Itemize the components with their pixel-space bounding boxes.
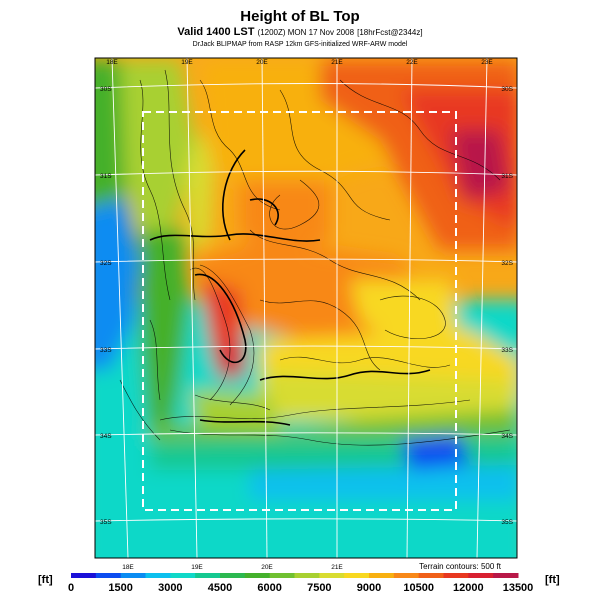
lat-labels-left: 30S 31S 32S 33S 34S 35S	[100, 86, 112, 526]
lon-labels-bottom: 18E 19E 20E 21E	[122, 564, 343, 571]
lon-label-top: 23E	[481, 59, 493, 66]
model-credit: DrJack BLIPMAP from RASP 12km GFS-initia…	[192, 41, 408, 48]
colorbar-segment	[319, 573, 345, 578]
lon-label-bottom: 21E	[331, 564, 343, 571]
colorbar-tick-label: 0	[68, 582, 74, 594]
colorbar-unit-left: [ft]	[38, 574, 53, 586]
lat-label-left: 30S	[100, 86, 112, 93]
lon-labels-top: 18E 19E 20E 21E 22E 23E	[106, 59, 493, 66]
valid-prefix: Valid 1400 LST	[177, 26, 255, 38]
colorbar-tick-label: 13500	[503, 582, 534, 594]
lat-label-right: 35S	[501, 519, 513, 526]
colorbar-segment	[220, 573, 246, 578]
colorbar-segment	[344, 573, 370, 578]
colorbar-segment	[493, 573, 519, 578]
colorbar-tick-label: 7500	[307, 582, 331, 594]
colorbar-segment	[170, 573, 196, 578]
forecast-run: [18hrFcst@2344z]	[357, 28, 423, 37]
lat-label-right: 30S	[501, 86, 513, 93]
colorbar-tick-label: 10500	[403, 582, 434, 594]
colorbar-tick-label: 6000	[257, 582, 281, 594]
lat-label-left: 33S	[100, 347, 112, 354]
colorbar-segment	[269, 573, 295, 578]
lat-labels-right: 30S 31S 32S 33S 34S 35S	[501, 86, 513, 526]
map-title: Height of BL Top	[240, 8, 360, 25]
lat-label-left: 34S	[100, 433, 112, 440]
colorbar-unit-right: [ft]	[545, 574, 560, 586]
lat-label-left: 35S	[100, 519, 112, 526]
colorbar-segment	[95, 573, 122, 578]
colorbar-segment	[294, 573, 320, 578]
terrain-contours	[119, 69, 511, 446]
color-field	[95, 58, 517, 558]
lat-label-left: 31S	[100, 173, 112, 180]
colorbar-tick-label: 4500	[208, 582, 232, 594]
colorbar-segment	[71, 573, 97, 578]
lat-lon-grid	[95, 58, 517, 558]
lon-label-top: 19E	[181, 59, 193, 66]
inner-domain-boundary	[142, 111, 457, 511]
lon-label-bottom: 18E	[122, 564, 134, 571]
colorbar-tick-labels: 0 1500 3000 4500 6000 7500 9000 10500 12000 13500	[68, 582, 533, 594]
colorbar-segment	[418, 573, 444, 578]
bl-contours	[149, 149, 431, 426]
lon-label-top: 21E	[331, 59, 343, 66]
colorbar-tick-label: 1500	[108, 582, 132, 594]
valid-utc-time: (1200Z) MON 17 Nov 2008	[257, 28, 355, 37]
lon-label-bottom: 19E	[191, 564, 203, 571]
colorbar-tick-label: 9000	[357, 582, 381, 594]
valid-time-line: Valid 1400 LST (1200Z) MON 17 Nov 2008 […	[0, 26, 600, 38]
colorbar-segment	[443, 573, 469, 578]
colorbar-segment	[369, 573, 395, 578]
lon-label-top: 20E	[256, 59, 268, 66]
lat-label-right: 32S	[501, 260, 513, 267]
colorbar-segment	[393, 573, 420, 578]
lat-label-left: 32S	[100, 260, 112, 267]
colorbar-segment	[468, 573, 494, 578]
colorbar-tick-label: 12000	[453, 582, 484, 594]
colorbar-segment	[244, 573, 271, 578]
lat-label-right: 34S	[501, 433, 513, 440]
lon-label-bottom: 20E	[261, 564, 273, 571]
lat-label-right: 33S	[501, 347, 513, 354]
colorbar-segment	[120, 573, 146, 578]
colorbar-segment	[195, 573, 221, 578]
colorbar-segment	[145, 573, 171, 578]
lon-label-top: 18E	[106, 59, 118, 66]
terrain-contour-note: Terrain contours: 500 ft	[419, 562, 502, 571]
lon-label-top: 22E	[406, 59, 418, 66]
colorbar	[71, 573, 519, 578]
lat-label-right: 31S	[501, 173, 513, 180]
map-frame	[94, 57, 518, 559]
colorbar-tick-label: 3000	[158, 582, 182, 594]
